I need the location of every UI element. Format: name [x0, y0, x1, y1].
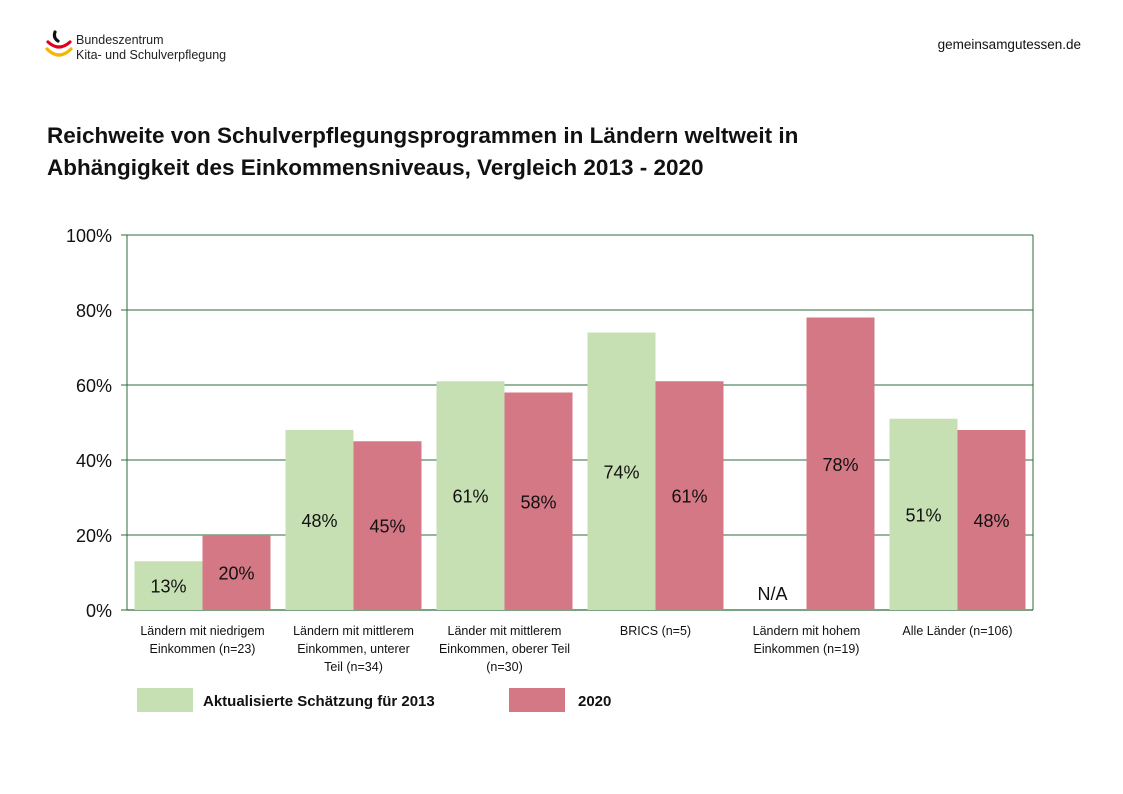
- x-tick-label: Teil (n=34): [324, 660, 383, 674]
- logo: Bundeszentrum Kita- und Schulverpflegung: [44, 30, 244, 66]
- site-url[interactable]: gemeinsamgutessen.de: [937, 37, 1081, 52]
- data-label: N/A: [757, 584, 787, 604]
- bar: [889, 418, 958, 610]
- bar-chart: 0% 20% 40% 60% 80% 100% 13% 20% Ländern mit nied…: [66, 226, 1034, 674]
- x-tick-label: Länder mit mittlerem: [448, 624, 562, 638]
- data-label: 58%: [520, 492, 556, 512]
- data-label: 20%: [218, 564, 254, 584]
- x-tick-label: Ländern mit niedrigem: [140, 624, 264, 638]
- x-tick-label: (n=30): [486, 660, 522, 674]
- bar: [806, 317, 875, 610]
- x-tick-label: Ländern mit mittlerem: [293, 624, 414, 638]
- x-tick-label: Einkommen, unterer: [297, 642, 410, 656]
- logo-line-1: Bundeszentrum: [76, 33, 164, 47]
- bar: [655, 381, 724, 610]
- x-tick-label: Ländern mit hohem: [753, 624, 861, 638]
- data-label: 48%: [301, 511, 337, 531]
- chart-title: Reichweite von Schulverpflegungsprogramm…: [47, 120, 947, 184]
- bar: [134, 561, 203, 610]
- x-tick-label: Einkommen (n=23): [150, 642, 256, 656]
- bar: [285, 430, 354, 610]
- logo-line-2: Kita- und Schulverpflegung: [76, 48, 227, 62]
- chart-title-line-2: Abhängigkeit des Einkommensniveaus, Verg…: [47, 155, 704, 180]
- legend-swatch-2020: [509, 688, 565, 712]
- x-tick-label: BRICS (n=5): [620, 624, 691, 638]
- data-label: 45%: [369, 517, 405, 537]
- logo-icon: [45, 30, 73, 57]
- bar: [504, 392, 573, 610]
- chart-title-line-1: Reichweite von Schulverpflegungsprogramm…: [47, 123, 799, 148]
- x-tick-label: Einkommen, oberer Teil: [439, 642, 570, 656]
- y-tick-label: 100%: [66, 226, 112, 246]
- y-tick-label: 60%: [76, 376, 112, 396]
- bar: [957, 430, 1026, 610]
- x-tick-label: Alle Länder (n=106): [902, 624, 1012, 638]
- data-label: 13%: [150, 577, 186, 597]
- data-label: 51%: [905, 505, 941, 525]
- data-label: 61%: [671, 487, 707, 507]
- x-tick-label: Einkommen (n=19): [754, 642, 860, 656]
- y-tick-label: 40%: [76, 451, 112, 471]
- legend-label-2013: Aktualisierte Schätzung für 2013: [203, 693, 435, 710]
- data-label: 48%: [973, 511, 1009, 531]
- legend: Aktualisierte Schätzung für 2013 2020: [137, 688, 697, 718]
- data-label: 61%: [452, 487, 488, 507]
- legend-swatch-2013: [137, 688, 193, 712]
- bar: [202, 535, 271, 610]
- data-label: 74%: [603, 462, 639, 482]
- y-tick-label: 0%: [86, 601, 112, 621]
- legend-label-2020: 2020: [578, 693, 612, 710]
- y-tick-label: 20%: [76, 526, 112, 546]
- bar: [587, 332, 656, 610]
- bar: [353, 441, 422, 610]
- bar: [436, 381, 505, 610]
- data-label: 78%: [822, 455, 858, 475]
- y-tick-label: 80%: [76, 301, 112, 321]
